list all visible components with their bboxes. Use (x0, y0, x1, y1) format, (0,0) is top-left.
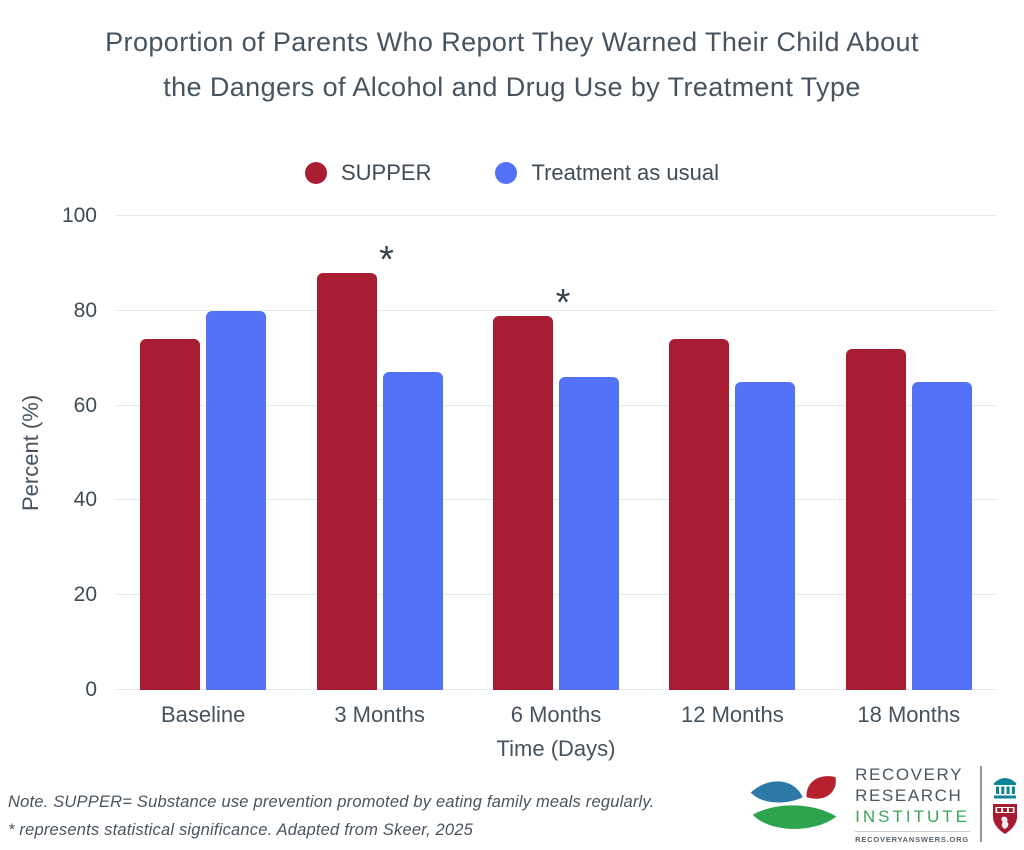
bar-treatment-as-usual-12-months (735, 381, 796, 690)
bar-groups: Baseline * 3 Months * 6 Months 12 Months 18 Mo… (115, 216, 997, 727)
significance-asterisk-3-months: * (379, 238, 394, 281)
gridline-40 (115, 499, 997, 501)
y-tick-label-40: 40 (73, 488, 97, 512)
logo-affiliation-icons (992, 773, 1018, 835)
bar-treatment-as-usual-baseline (206, 310, 267, 690)
legend-swatch-treatment-as-usual-icon (495, 162, 518, 184)
bar-supper-6-months (492, 315, 553, 690)
legend-label-treatment-as-usual: Treatment as usual (531, 160, 719, 185)
bar-group-12-months: 12 Months (669, 216, 796, 727)
gridline-100 (115, 215, 997, 216)
recovery-research-institute-logo: RECOVERY RESEARCH INSTITUTE RECOVERYANSW… (743, 762, 1020, 846)
logo-word-research: RESEARCH (855, 786, 963, 805)
x-tick-label-12-months: 12 Months (680, 702, 784, 727)
footnote: Note. SUPPER= Substance use prevention p… (8, 788, 654, 844)
footnote-line-1: Note. SUPPER= Substance use prevention p… (8, 793, 655, 811)
bar-supper-18-months (845, 348, 906, 690)
logo-word-institute: INSTITUTE (855, 807, 970, 826)
bar-treatment-as-usual-18-months (911, 381, 972, 690)
y-tick-label-20: 20 (73, 583, 97, 607)
gridline-0 (115, 689, 997, 690)
bar-group-6-months: * 6 Months (492, 216, 619, 727)
x-axis-title: Time (Days) (496, 736, 616, 761)
logo-divider (980, 766, 982, 842)
gridline-20 (115, 594, 997, 596)
y-axis-title: Percent (%) (18, 394, 43, 512)
bar-supper-3-months (316, 272, 377, 690)
chart-title-line-1: Proportion of Parents Who Report They Wa… (105, 27, 919, 57)
x-tick-label-baseline: Baseline (160, 702, 246, 727)
legend-item-supper: SUPPER (305, 160, 431, 186)
institution-building-icon (994, 778, 1016, 799)
chart-title: Proportion of Parents Who Report They Wa… (0, 20, 1024, 110)
gridline-60 (115, 404, 997, 406)
logo-word-recovery: RECOVERY (855, 765, 964, 784)
legend: SUPPER Treatment as usual (0, 160, 1024, 186)
legend-item-treatment-as-usual: Treatment as usual (495, 160, 719, 186)
chart-title-line-2: the Dangers of Alcohol and Drug Use by T… (163, 72, 861, 102)
footnote-line-2: * represents statistical significance. A… (8, 821, 474, 839)
x-tick-label-3-months: 3 Months (334, 702, 425, 727)
gridline-80 (115, 309, 997, 311)
y-tick-label-100: 100 (61, 204, 97, 227)
legend-label-supper: SUPPER (341, 160, 432, 185)
logo-url: RECOVERYANSWERS.ORG (855, 831, 970, 844)
leaves-icon (750, 776, 837, 829)
bar-treatment-as-usual-3-months (382, 372, 443, 690)
bar-group-baseline: Baseline (140, 216, 267, 727)
bar-treatment-as-usual-6-months (558, 377, 619, 690)
bar-group-18-months: 18 Months (845, 216, 972, 727)
bar-supper-12-months (669, 339, 730, 690)
x-tick-label-18-months: 18 Months (857, 702, 961, 727)
legend-swatch-supper-icon (305, 162, 327, 184)
y-tick-label-80: 80 (73, 298, 97, 322)
plot-area: 0 20 40 60 80 100 Baseline * 3 Months * 6 Months 12… (62, 204, 997, 727)
bar-supper-baseline (140, 339, 201, 690)
x-tick-label-6-months: 6 Months (510, 702, 602, 727)
significance-asterisk-6-months: * (555, 281, 571, 324)
y-tick-label-0: 0 (85, 678, 97, 701)
y-tick-label-60: 60 (73, 393, 97, 417)
crimson-shield-icon (993, 804, 1017, 834)
logo-wordmark: RECOVERY RESEARCH INSTITUTE RECOVERYANSW… (855, 764, 970, 844)
bar-group-3-months: * 3 Months (316, 216, 443, 727)
